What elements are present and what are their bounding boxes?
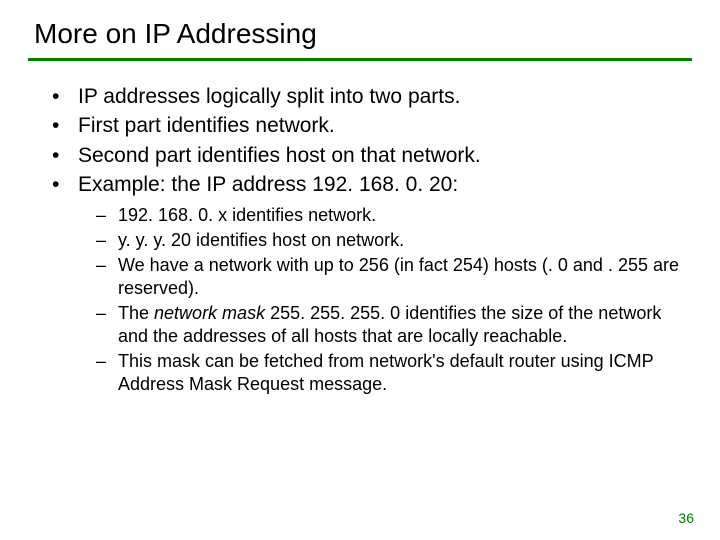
title-rule <box>28 58 692 61</box>
bullet-list: IP addresses logically split into two pa… <box>52 83 692 396</box>
sub-text: The <box>118 303 154 323</box>
sub-text-italic: network mask <box>154 303 265 323</box>
bullet-item: Second part identifies host on that netw… <box>52 142 692 169</box>
subbullet-item: y. y. y. 20 identifies host on network. <box>96 229 692 252</box>
subbullet-list: 192. 168. 0. x identifies network. y. y.… <box>96 204 692 396</box>
subbullet-item: 192. 168. 0. x identifies network. <box>96 204 692 227</box>
subbullet-item: We have a network with up to 256 (in fac… <box>96 254 692 300</box>
bullet-text: Example: the IP address 192. 168. 0. 20: <box>78 173 458 196</box>
subbullet-item: The network mask 255. 255. 255. 0 identi… <box>96 302 692 348</box>
bullet-item: First part identifies network. <box>52 112 692 139</box>
subbullet-item: This mask can be fetched from network's … <box>96 350 692 396</box>
slide: More on IP Addressing IP addresses logic… <box>0 0 720 540</box>
bullet-item: Example: the IP address 192. 168. 0. 20:… <box>52 171 692 397</box>
page-number: 36 <box>678 510 694 526</box>
bullet-item: IP addresses logically split into two pa… <box>52 83 692 110</box>
slide-title: More on IP Addressing <box>34 18 692 50</box>
